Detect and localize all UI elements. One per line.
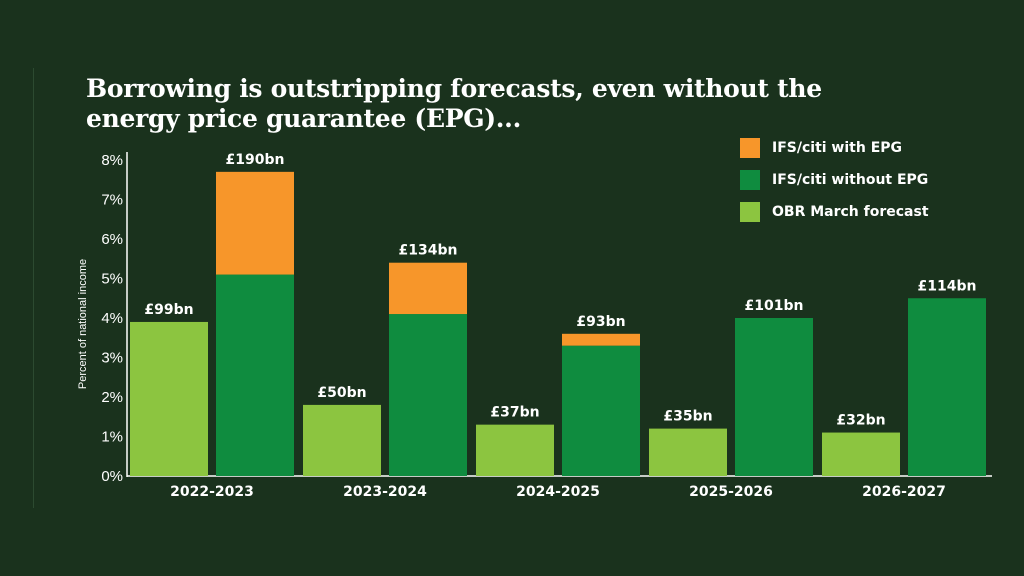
y-tick-label: 3% [101, 350, 123, 367]
data-label-obr: £37bn [490, 405, 539, 421]
y-tick-label: 4% [101, 310, 123, 327]
legend-item-without-epg: IFS/citi without EPG [740, 170, 929, 190]
y-tick-label: 8% [101, 152, 123, 169]
legend-swatch-obr [740, 202, 760, 222]
bar-ifs-with-epg [562, 333, 640, 346]
data-label-ifs: £114bn [918, 278, 977, 294]
y-tick-label: 6% [101, 231, 123, 248]
y-axis-label: Percent of national income [77, 259, 89, 389]
chart-legend: IFS/citi with EPG IFS/citi without EPG O… [740, 138, 929, 234]
bar-ifs-without-epg [389, 314, 467, 476]
chart-title-line-1: Borrowing is outstripping forecasts, eve… [86, 74, 822, 103]
bar-obr [476, 424, 554, 476]
x-category-label: 2025-2026 [689, 484, 773, 500]
x-category-label: 2022-2023 [170, 484, 254, 500]
legend-label-without-epg: IFS/citi without EPG [772, 172, 929, 188]
y-tick-label: 7% [101, 192, 123, 209]
bar-ifs-without-epg [562, 345, 640, 476]
data-label-obr: £50bn [317, 385, 366, 401]
data-label-ifs: £134bn [399, 243, 458, 259]
bar-ifs-without-epg [735, 318, 813, 476]
bar-obr [822, 432, 900, 476]
y-tick-label: 2% [101, 389, 123, 406]
bar-ifs-without-epg [908, 298, 986, 476]
legend-swatch-with-epg [740, 138, 760, 158]
data-label-ifs: £101bn [745, 298, 804, 314]
x-category-label: 2026-2027 [862, 484, 946, 500]
y-tick-label: 0% [101, 468, 123, 485]
bar-ifs-without-epg [216, 274, 294, 476]
bar-obr [303, 404, 381, 476]
x-category-label: 2023-2024 [343, 484, 427, 500]
chart-title-line-2: energy price guarantee (EPG)... [86, 104, 521, 133]
data-label-obr: £35bn [663, 409, 712, 425]
legend-label-obr: OBR March forecast [772, 204, 929, 220]
chart-title: Borrowing is outstripping forecasts, eve… [86, 74, 846, 134]
data-label-ifs: £190bn [226, 152, 285, 168]
legend-item-with-epg: IFS/citi with EPG [740, 138, 929, 158]
frame-divider [33, 68, 34, 508]
bar-ifs-with-epg [389, 262, 467, 315]
data-label-ifs: £93bn [576, 314, 625, 330]
y-tick-label: 1% [101, 429, 123, 446]
y-tick-label: 5% [101, 271, 123, 288]
bar-obr [649, 428, 727, 476]
legend-swatch-without-epg [740, 170, 760, 190]
bar-obr [130, 321, 208, 476]
legend-item-obr: OBR March forecast [740, 202, 929, 222]
legend-label-with-epg: IFS/citi with EPG [772, 140, 903, 156]
data-label-obr: £32bn [836, 413, 885, 429]
data-label-obr: £99bn [144, 302, 193, 318]
bar-ifs-with-epg [216, 171, 294, 275]
x-category-label: 2024-2025 [516, 484, 600, 500]
